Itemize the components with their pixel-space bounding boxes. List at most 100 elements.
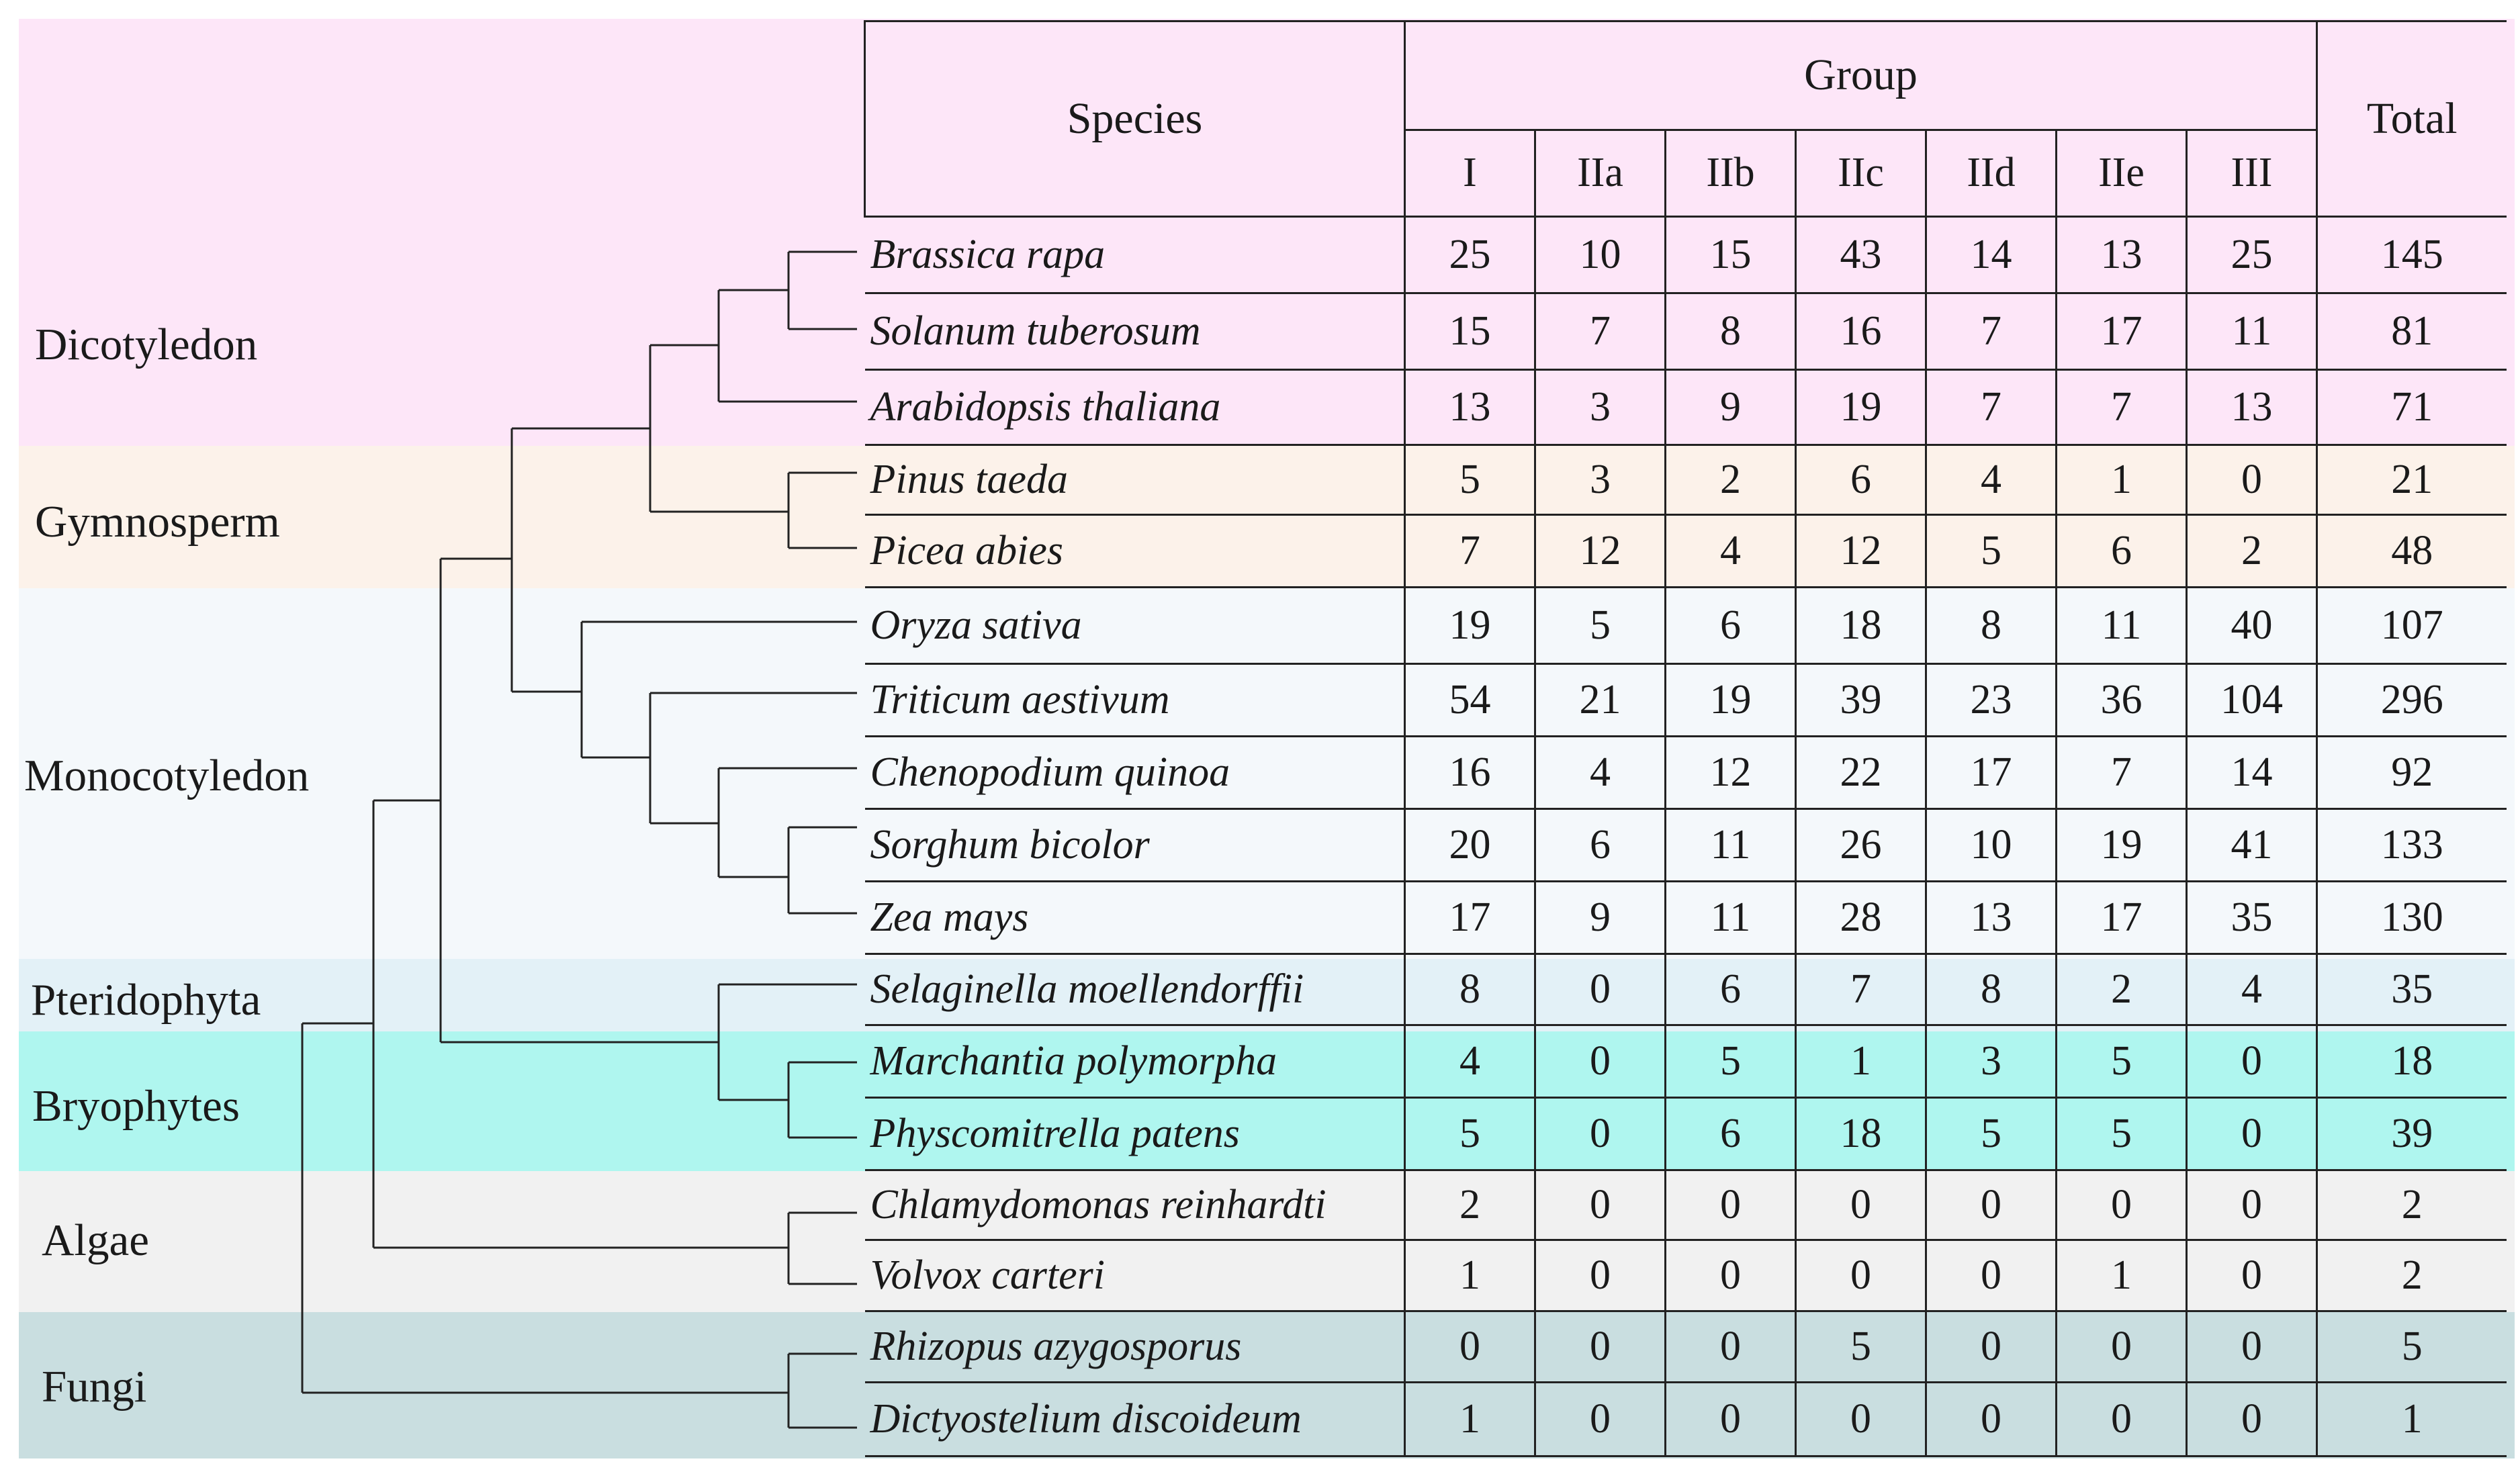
species-name: Brassica rapa — [864, 216, 1405, 294]
group-count-cell: 35 — [2186, 881, 2318, 955]
tree-branch — [719, 1061, 857, 1139]
species-name: Picea abies — [864, 514, 1405, 588]
group-count-cell: 19 — [1795, 369, 1927, 446]
group-count-cell: 0 — [2186, 1097, 2318, 1171]
group-count-cell: 13 — [2055, 216, 2188, 294]
group-count-cell: 0 — [1534, 1025, 1666, 1099]
species-name: Sorghum bicolor — [864, 808, 1405, 882]
total-cell: 130 — [2316, 881, 2507, 955]
species-name: Solanum tuberosum — [864, 293, 1405, 371]
total-cell: 133 — [2316, 808, 2507, 882]
clade-label-gymnosperm: Gymnosperm — [35, 497, 280, 547]
species-header: Species — [864, 20, 1406, 218]
table-row: Dictyostelium discoideum 1 0 0 0 0 0 0 1 — [864, 1382, 2507, 1457]
gene-count-table: Species Group Total I IIa IIb IIc IId II… — [864, 20, 2507, 1457]
group-count-cell: 0 — [1925, 1170, 2057, 1241]
group-count-cell: 1 — [2055, 1240, 2188, 1312]
tree-branch — [441, 428, 582, 693]
group-count-cell: 0 — [2055, 1382, 2188, 1457]
group-count-cell: 5 — [1925, 514, 2057, 588]
group-count-cell: 4 — [1925, 445, 2057, 516]
tree-branch — [719, 826, 857, 915]
group-count-cell: 4 — [1664, 514, 1797, 588]
total-cell: 35 — [2316, 954, 2507, 1026]
table-row: Zea mays 17 9 11 28 13 17 35 130 — [864, 881, 2507, 955]
group-count-cell: 15 — [1404, 293, 1536, 371]
group-count-cell: 39 — [1795, 663, 1927, 737]
group-count-cell: 0 — [1404, 1311, 1536, 1383]
group-count-cell: 5 — [1404, 445, 1536, 516]
species-name: Triticum aestivum — [864, 663, 1405, 737]
table-row: Physcomitrella patens 5 0 6 18 5 5 0 39 — [864, 1097, 2507, 1171]
clade-label-monocotyledon: Monocotyledon — [24, 751, 310, 800]
total-cell: 21 — [2316, 445, 2507, 516]
species-name: Dictyostelium discoideum — [864, 1382, 1405, 1457]
species-name: Rhizopus azygosporus — [864, 1311, 1405, 1383]
tree-branch — [302, 800, 375, 1248]
group-count-cell: 10 — [1925, 808, 2057, 882]
total-cell: 5 — [2316, 1311, 2507, 1383]
table-row: Selaginella moellendorffii 8 0 6 7 8 2 4 35 — [864, 954, 2507, 1026]
group-count-cell: 5 — [1925, 1097, 2057, 1171]
table-row: Sorghum bicolor 20 6 11 26 10 19 41 133 — [864, 808, 2507, 882]
group-count-cell: 25 — [2186, 216, 2318, 294]
group-count-cell: 0 — [2186, 1025, 2318, 1099]
group-count-cell: 3 — [1534, 445, 1666, 516]
group-count-cell: 12 — [1664, 736, 1797, 810]
group-count-cell: 0 — [1925, 1382, 2057, 1457]
subgroup-header: I — [1404, 128, 1536, 218]
group-count-cell: 0 — [2055, 1311, 2188, 1383]
group-count-cell: 7 — [1925, 369, 2057, 446]
group-count-cell: 19 — [1404, 587, 1536, 665]
total-cell: 71 — [2316, 369, 2507, 446]
group-count-cell: 14 — [2186, 736, 2318, 810]
total-cell: 48 — [2316, 514, 2507, 588]
group-count-cell: 2 — [2055, 954, 2188, 1026]
total-cell: 145 — [2316, 216, 2507, 294]
total-cell: 81 — [2316, 293, 2507, 371]
group-count-cell: 26 — [1795, 808, 1927, 882]
group-count-cell: 19 — [1664, 663, 1797, 737]
group-count-cell: 0 — [1795, 1170, 1927, 1241]
group-count-cell: 23 — [1925, 663, 2057, 737]
species-name: Physcomitrella patens — [864, 1097, 1405, 1171]
group-count-cell: 1 — [1795, 1025, 1927, 1099]
group-count-cell: 18 — [1795, 587, 1927, 665]
subgroup-header: IIe — [2055, 128, 2188, 218]
group-count-cell: 13 — [1925, 881, 2057, 955]
group-count-cell: 0 — [2186, 445, 2318, 516]
tree-branch — [302, 1352, 857, 1429]
tree-branch — [650, 767, 857, 877]
group-count-cell: 4 — [2186, 954, 2318, 1026]
group-count-cell: 5 — [1664, 1025, 1797, 1099]
group-count-cell: 0 — [2186, 1240, 2318, 1312]
species-name: Selaginella moellendorffii — [864, 954, 1405, 1026]
group-count-cell: 0 — [1534, 1170, 1666, 1241]
total-cell: 18 — [2316, 1025, 2507, 1099]
group-count-cell: 6 — [1664, 587, 1797, 665]
group-count-cell: 0 — [2186, 1382, 2318, 1457]
total-cell: 296 — [2316, 663, 2507, 737]
group-count-cell: 4 — [1534, 736, 1666, 810]
table-row: Rhizopus azygosporus 0 0 0 5 0 0 0 5 — [864, 1311, 2507, 1383]
species-name: Marchantia polymorpha — [864, 1025, 1405, 1099]
group-count-cell: 5 — [2055, 1025, 2188, 1099]
clade-label-algae: Algae — [42, 1215, 149, 1265]
group-count-cell: 5 — [1404, 1097, 1536, 1171]
total-cell: 1 — [2316, 1382, 2507, 1457]
group-count-cell: 40 — [2186, 587, 2318, 665]
group-count-cell: 1 — [2055, 445, 2188, 516]
group-count-cell: 1 — [1404, 1240, 1536, 1312]
group-count-cell: 19 — [2055, 808, 2188, 882]
group-count-cell: 12 — [1534, 514, 1666, 588]
subgroup-header: III — [2186, 128, 2318, 218]
table-row: Volvox carteri 1 0 0 0 0 1 0 2 — [864, 1240, 2507, 1312]
group-count-cell: 28 — [1795, 881, 1927, 955]
group-count-cell: 7 — [1404, 514, 1536, 588]
group-count-cell: 22 — [1795, 736, 1927, 810]
group-count-cell: 20 — [1404, 808, 1536, 882]
group-count-cell: 0 — [1795, 1382, 1927, 1457]
group-count-cell: 18 — [1795, 1097, 1927, 1171]
group-count-cell: 8 — [1664, 293, 1797, 371]
